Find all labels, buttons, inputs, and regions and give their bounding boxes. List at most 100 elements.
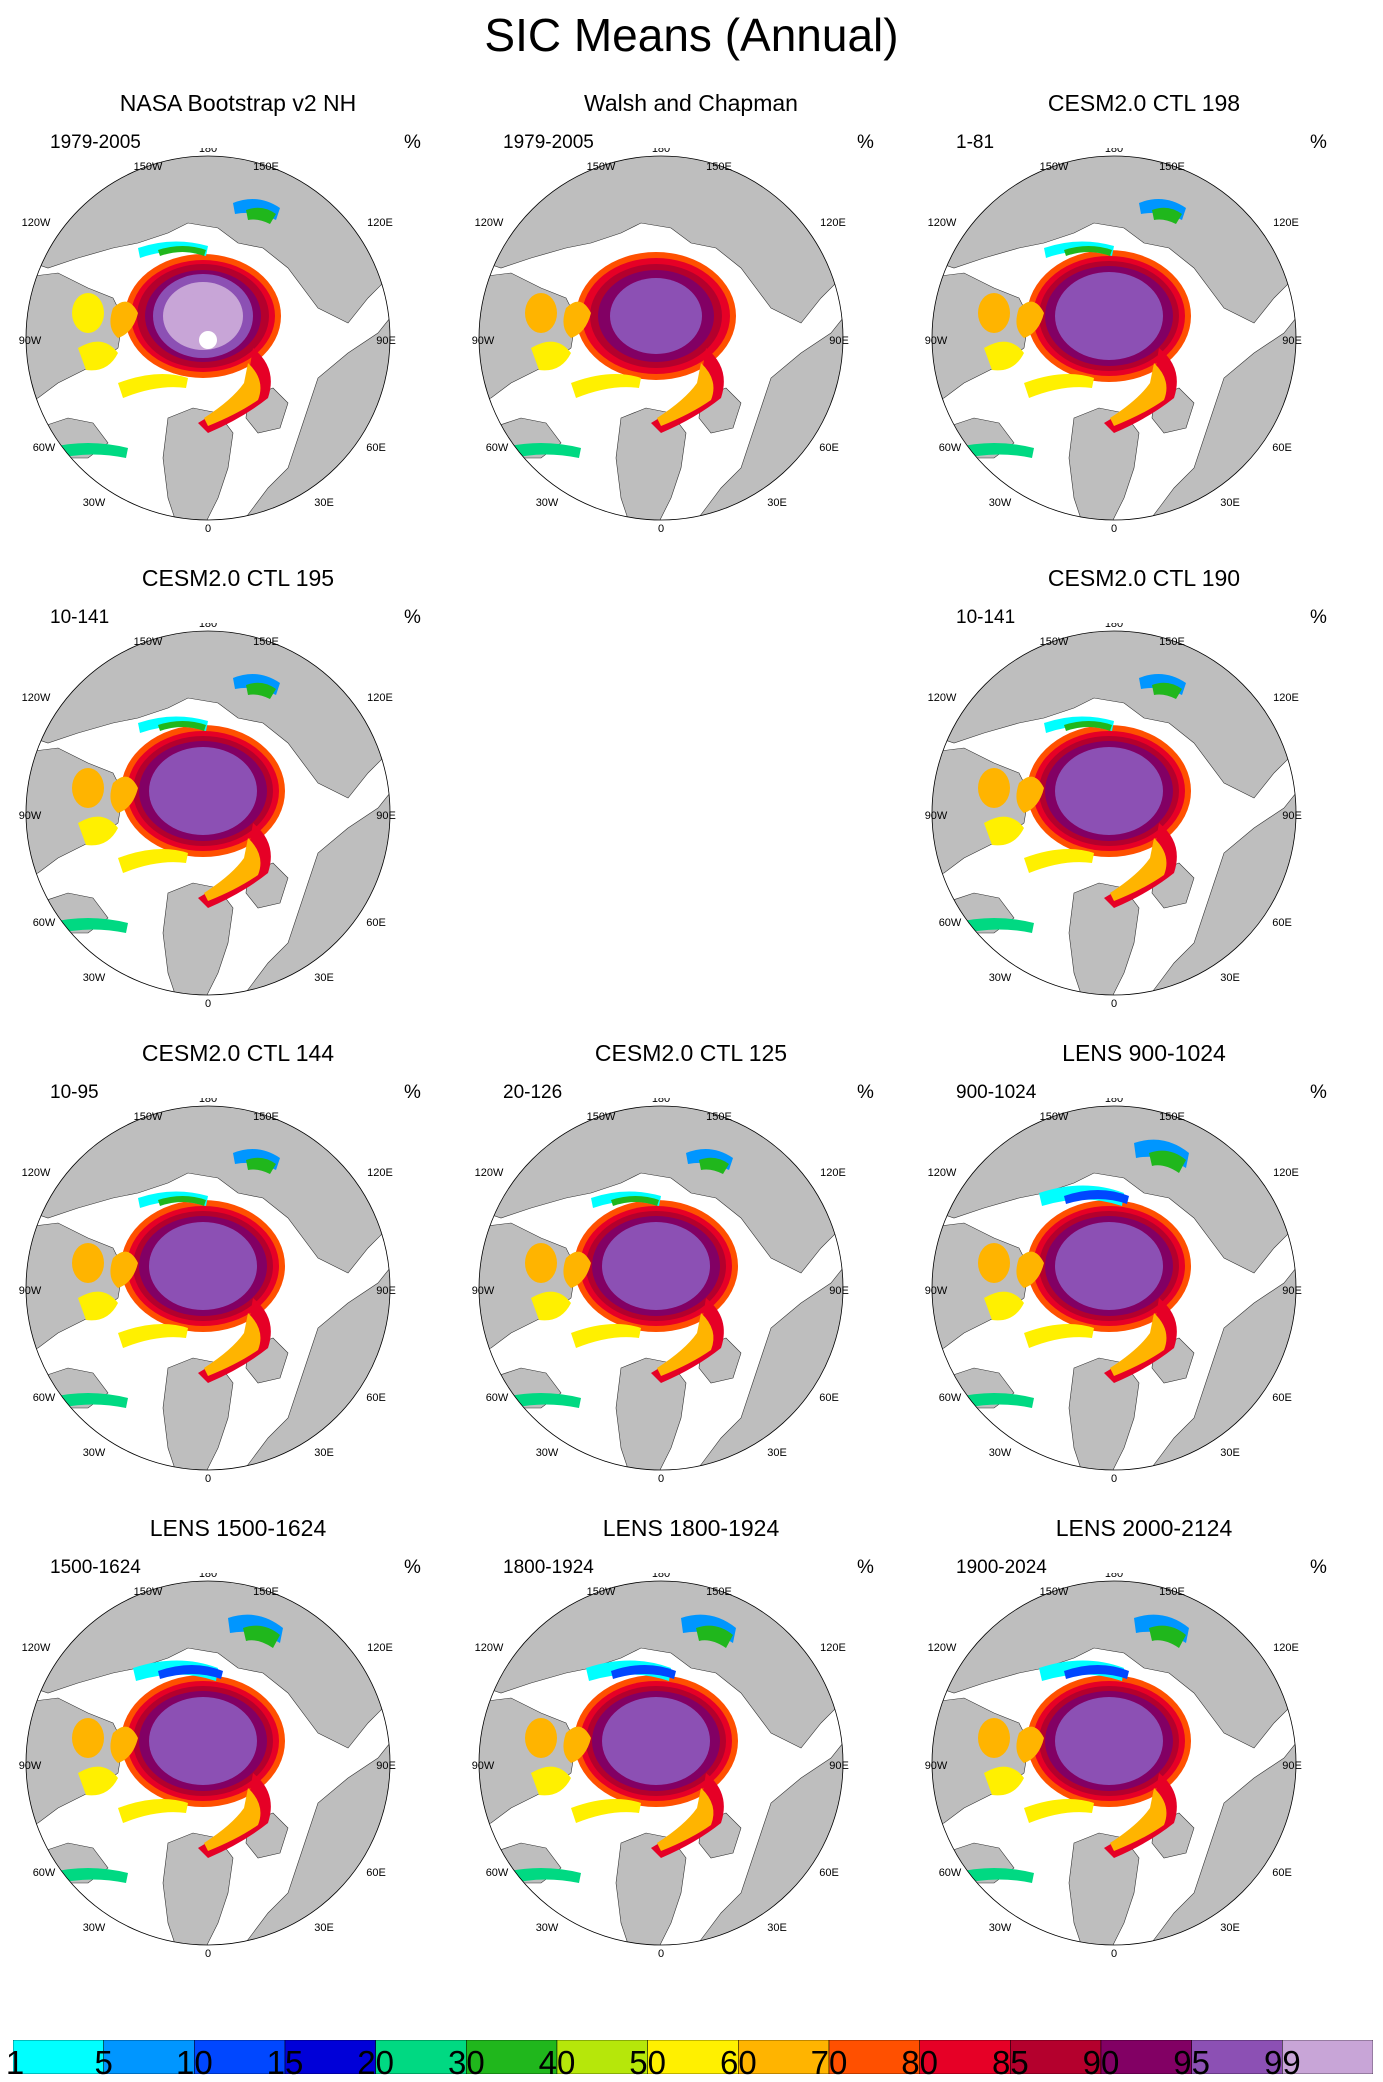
land-mass (1068, 1832, 1140, 1945)
ice-concentration-band (204, 1313, 261, 1376)
longitude-label: 30W (989, 972, 1012, 984)
longitude-label: 180 (1105, 1573, 1123, 1580)
map-panel: LENS 900-1024 900-1024% 180 150W 150E 120W 120… (918, 1040, 1370, 1510)
longitude-label: 180 (652, 1098, 670, 1105)
colorbar-tick-label: 70 (810, 2044, 848, 2081)
longitude-label: 60E (1272, 442, 1292, 454)
colorbar-segment (103, 2040, 195, 2074)
ice-concentration-band (563, 1251, 591, 1288)
longitude-label: 60E (819, 1867, 839, 1879)
ice-concentration-band (246, 682, 276, 699)
longitude-label: 30E (1220, 972, 1240, 984)
ice-concentration-band (1064, 1190, 1129, 1204)
longitude-label: 0 (1111, 1948, 1117, 1960)
polar-map: 180 150W 150E 120W 120E 90W 90E 60W 60E 30W 30E 0 (925, 623, 1302, 1010)
polar-map: 180 150W 150E 120W 120E 90W 90E 60W 60E 30W 30E 0 (19, 1098, 396, 1485)
ice-concentration-band (1016, 1726, 1044, 1763)
longitude-label: 0 (205, 523, 211, 535)
colorbar-tick-label: 80 (901, 2044, 939, 2081)
ice-concentration-band (149, 747, 257, 835)
longitude-label: 60W (939, 1392, 962, 1404)
map-border (25, 1580, 391, 1946)
longitude-label: 90E (376, 810, 396, 822)
longitude-label: 30E (767, 1922, 787, 1934)
ice-concentration-band (1064, 246, 1112, 256)
ice-concentration-band (149, 1697, 257, 1785)
longitude-label: 180 (199, 148, 217, 155)
land-mass (162, 1832, 234, 1945)
longitude-label: 90E (376, 1285, 396, 1297)
ice-concentration-band (118, 374, 188, 398)
ice-concentration-band (158, 1196, 206, 1206)
panel-title: Walsh and Chapman (584, 90, 798, 116)
ice-concentration-band (1149, 1625, 1186, 1648)
longitude-label: 120E (367, 217, 393, 229)
ice-concentration-band (158, 246, 206, 256)
ice-concentration-band (1149, 1150, 1186, 1173)
longitude-label: 120W (475, 1167, 504, 1179)
map-panel: CESM2.0 CTL 198 1-81% 180 150W 150E 120W 120E 9… (918, 90, 1370, 560)
longitude-label: 60E (366, 1867, 386, 1879)
panel-years: 20-126 (503, 1082, 563, 1103)
ice-concentration-band (571, 1799, 641, 1823)
hudson-bay-ice (978, 1243, 1010, 1283)
ice-concentration-band (657, 1788, 714, 1851)
map-panel: LENS 1800-1924 1800-1924% 180 150W 150E 120W 1… (465, 1515, 917, 1985)
longitude-label: 60W (486, 442, 509, 454)
longitude-label: 120W (928, 217, 957, 229)
panel-title: LENS 1800-1924 (602, 1515, 780, 1541)
ice-concentration-band (611, 1196, 659, 1206)
map-panel: LENS 2000-2124 1900-2024% 180 150W 150E 120W 1… (918, 1515, 1370, 1985)
longitude-label: 150E (253, 161, 279, 173)
hudson-bay-ice (72, 768, 104, 808)
longitude-label: 150W (1040, 1111, 1069, 1123)
panel-units: % (857, 1557, 874, 1578)
panel-title: LENS 1500-1624 (149, 1515, 327, 1541)
longitude-label: 90E (829, 1285, 849, 1297)
longitude-label: 90W (925, 810, 948, 822)
longitude-label: 180 (1105, 623, 1123, 630)
polar-map: 180 150W 150E 120W 120E 90W 90E 60W 60E 30W 30E 0 (472, 148, 849, 535)
longitude-label: 150E (253, 1111, 279, 1123)
longitude-label: 90W (925, 1285, 948, 1297)
ice-concentration-band (984, 816, 1024, 846)
ice-concentration-band (149, 1222, 257, 1310)
colorbar-segment (1191, 2040, 1283, 2074)
colorbar-segment (647, 2040, 739, 2074)
ice-concentration-band (1016, 301, 1044, 338)
ice-concentration-band (571, 1324, 641, 1348)
longitude-label: 90W (19, 810, 42, 822)
land-mass (479, 1106, 843, 1274)
longitude-label: 180 (652, 1573, 670, 1580)
land-mass (479, 1581, 843, 1749)
land-mass (932, 631, 1296, 799)
colorbar (13, 2040, 1373, 2074)
ice-concentration-band (1110, 363, 1167, 426)
longitude-label: 60W (33, 442, 56, 454)
longitude-label: 150W (134, 1586, 163, 1598)
longitude-label: 60W (33, 1867, 56, 1879)
hudson-bay-ice (525, 1718, 557, 1758)
longitude-label: 90E (1282, 810, 1302, 822)
ice-concentration-band (158, 1665, 223, 1679)
longitude-label: 180 (652, 148, 670, 155)
panel-units: % (857, 1082, 874, 1103)
panel-years: 1979-2005 (50, 132, 141, 153)
longitude-label: 0 (205, 998, 211, 1010)
longitude-label: 120E (1273, 692, 1299, 704)
colorbar-segment (375, 2040, 467, 2074)
land-mass (26, 1581, 390, 1749)
ice-concentration-band (531, 1291, 571, 1321)
longitude-label: 0 (1111, 1473, 1117, 1485)
longitude-label: 0 (205, 1473, 211, 1485)
hudson-bay-ice (525, 1243, 557, 1283)
ice-concentration-band (1152, 207, 1182, 224)
longitude-label: 120W (475, 1642, 504, 1654)
longitude-label: 0 (658, 523, 664, 535)
longitude-label: 150E (706, 1111, 732, 1123)
longitude-label: 60W (33, 917, 56, 929)
longitude-label: 90W (19, 1760, 42, 1772)
longitude-label: 120E (1273, 1167, 1299, 1179)
panel-title: LENS 900-1024 (1062, 1040, 1226, 1066)
ice-concentration-band (1110, 838, 1167, 901)
